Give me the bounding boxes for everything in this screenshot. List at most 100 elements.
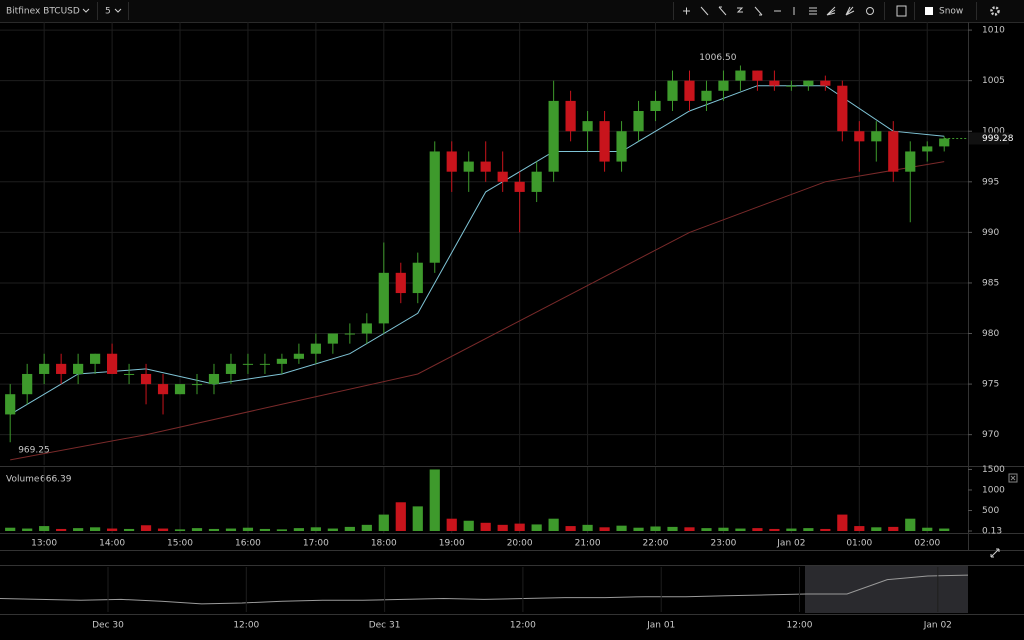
- x-tick-label: 01:00: [846, 539, 872, 549]
- low-label: 969.25: [18, 446, 50, 456]
- candle-body: [395, 272, 406, 294]
- volume-bar: [718, 527, 729, 531]
- x-tick-label: 16:00: [235, 539, 261, 549]
- candle-body: [157, 384, 169, 395]
- symbol-selector[interactable]: Bitfinex BTCUSD: [6, 7, 80, 17]
- candle-body: [718, 80, 729, 91]
- candle-body: [548, 100, 559, 172]
- candle-body: [242, 363, 254, 365]
- volume-bar: [378, 514, 389, 531]
- volume-bar: [191, 528, 203, 531]
- settings-button[interactable]: [990, 6, 1000, 16]
- interval-selector[interactable]: 5: [105, 7, 111, 17]
- calendar-button[interactable]: [896, 5, 907, 17]
- volume-bar: [769, 528, 780, 531]
- volume-bar: [276, 529, 288, 531]
- candle-body: [514, 181, 525, 192]
- candle-body: [225, 363, 237, 374]
- candle-body: [701, 90, 712, 101]
- volume-bar: [5, 527, 16, 531]
- candle-body: [90, 353, 101, 364]
- candle-body: [293, 353, 304, 359]
- candle-body: [310, 343, 321, 354]
- candle-body: [922, 146, 933, 152]
- volume-bar: [497, 524, 508, 531]
- volume-bar: [395, 502, 406, 531]
- candle-body: [497, 171, 508, 182]
- candle-body: [327, 333, 338, 344]
- x-tick-label: Jan 02: [776, 539, 805, 549]
- candle-body: [939, 138, 950, 147]
- volume-bar: [463, 520, 474, 531]
- volume-bar: [548, 518, 559, 531]
- y-tick-label: 975: [982, 380, 999, 390]
- volume-label: Volume: [6, 475, 40, 485]
- candle-body: [565, 100, 576, 132]
- volume-bar: [616, 525, 627, 531]
- close-volume-button[interactable]: [1008, 473, 1018, 483]
- candle-body: [174, 384, 186, 395]
- volume-bar: [854, 526, 865, 531]
- navigator-tick-label: 12:00: [233, 621, 259, 631]
- volume-bar: [650, 526, 661, 531]
- volume-bar: [684, 527, 695, 531]
- volume-bar: [786, 528, 797, 531]
- high-label: 1006.50: [699, 53, 736, 63]
- volume-bar: [837, 514, 848, 531]
- y-tick-label: 970: [982, 430, 999, 440]
- volume-bar: [361, 524, 372, 531]
- volume-bar: [480, 522, 491, 531]
- candle-body: [752, 70, 763, 81]
- candle-body: [208, 373, 220, 385]
- volume-bar: [820, 528, 831, 531]
- last-price-tag: [969, 132, 1009, 145]
- navigator-tick-label: Dec 30: [92, 621, 124, 631]
- candle-body: [633, 111, 644, 132]
- candle-body: [191, 384, 203, 386]
- volume-bar: [208, 528, 220, 531]
- moving-average: [9, 85, 945, 415]
- candle-body: [276, 358, 288, 364]
- volume-bar: [446, 518, 457, 531]
- y-tick-label: 995: [982, 177, 999, 187]
- x-tick-label: 13:00: [31, 539, 57, 549]
- moving-average: [10, 161, 945, 461]
- candle-body: [22, 373, 33, 395]
- navigator-window[interactable]: [805, 566, 968, 613]
- y-tick-label: 990: [982, 228, 999, 238]
- theme-label[interactable]: Snow: [939, 7, 963, 17]
- theme-checkbox[interactable]: [925, 7, 933, 15]
- candle-body: [361, 323, 372, 334]
- y-tick-label: 1010: [982, 26, 1005, 36]
- candle-body: [582, 121, 593, 132]
- candle-body: [446, 151, 457, 172]
- candle-body: [803, 80, 814, 86]
- volume-bar: [429, 469, 440, 531]
- candle-body: [769, 80, 780, 86]
- volume-bar: [174, 529, 186, 531]
- y-tick-label: 980: [982, 329, 999, 339]
- volume-bar: [90, 527, 101, 531]
- candle-body: [854, 131, 865, 142]
- navigator-tick-label: Jan 01: [646, 621, 675, 631]
- y-tick-label: 500: [982, 506, 999, 516]
- y-tick-label: 1005: [982, 76, 1005, 86]
- volume-bar: [123, 528, 135, 531]
- volume-bar: [293, 528, 304, 531]
- y-tick-label: 1000: [982, 485, 1005, 495]
- candle-body: [480, 161, 491, 172]
- volume-bar: [157, 528, 169, 531]
- volume-bar: [73, 528, 84, 531]
- x-tick-label: 02:00: [914, 539, 940, 549]
- x-tick-label: 21:00: [575, 539, 601, 549]
- expand-button[interactable]: [990, 548, 1000, 558]
- volume-bar: [310, 527, 321, 531]
- volume-bar: [905, 518, 916, 531]
- drawing-tools[interactable]: [683, 6, 874, 16]
- x-tick-label: 22:00: [643, 539, 669, 549]
- candle-body: [905, 151, 916, 172]
- close-icon: [1010, 475, 1016, 481]
- x-tick-label: 17:00: [303, 539, 329, 549]
